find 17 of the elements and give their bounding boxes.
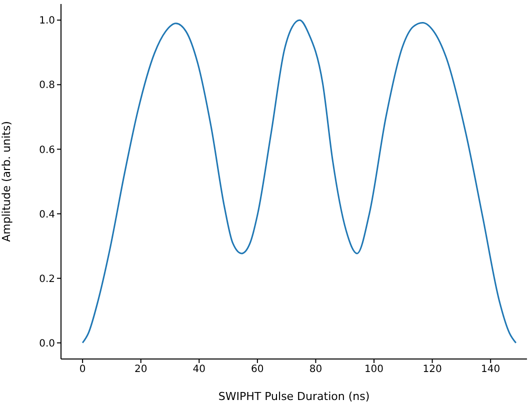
x-tick-label: 40 [192,364,206,376]
y-tick-label: 0.2 [39,274,55,285]
x-tick-label: 140 [481,364,500,376]
x-tick-label: 80 [309,364,322,376]
x-axis-title: SWIPHT Pulse Duration (ns) [218,390,370,403]
x-tick-label: 120 [422,364,442,376]
line-series [82,19,517,344]
y-tick-label: 0.6 [39,144,55,156]
y-tick-label: 1.0 [39,16,55,27]
x-tick-label: 0 [79,364,86,376]
y-axis-title: Amplitude (arb. units) [0,121,13,242]
y-tick-label: 0.8 [39,80,55,92]
x-tick-label: 100 [364,364,384,376]
y-tick-label: 0.0 [39,338,55,350]
x-tick-label: 20 [134,364,148,376]
y-tick-label: 0.4 [39,209,55,220]
x-tick-label: 60 [251,364,264,376]
